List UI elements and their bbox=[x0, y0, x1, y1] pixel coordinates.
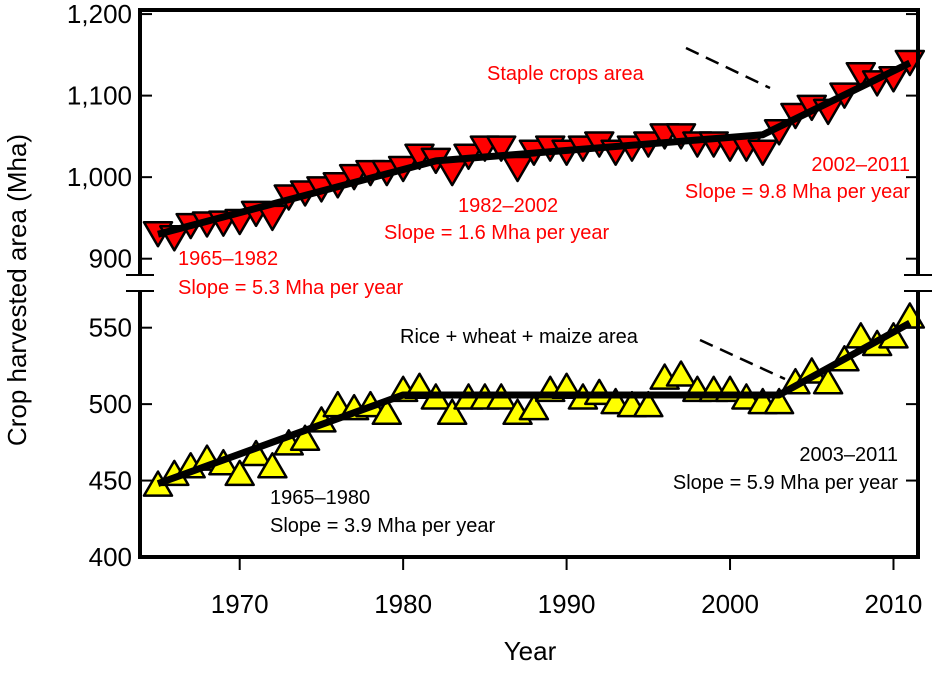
y-tick-label: 900 bbox=[89, 244, 132, 274]
y-tick-label: 1,200 bbox=[67, 0, 132, 29]
annotation-period: 1965–1980 bbox=[270, 487, 370, 509]
annotation-period: 1965–1982 bbox=[178, 248, 278, 270]
y-tick-label: 450 bbox=[89, 466, 132, 496]
x-tick-label: 1970 bbox=[211, 589, 269, 619]
data-point bbox=[812, 367, 844, 395]
x-tick-label: 2000 bbox=[701, 589, 759, 619]
annotation-slope: Slope = 5.9 Mha per year bbox=[673, 472, 898, 494]
x-tick-label: 2010 bbox=[865, 589, 923, 619]
data-point bbox=[485, 135, 517, 162]
series-label-staple: Staple crops area bbox=[487, 63, 645, 85]
y-tick-label: 550 bbox=[89, 313, 132, 343]
series-label-rice-wheat-maize: Rice + wheat + maize area bbox=[400, 326, 639, 348]
annotation-slope: Slope = 3.9 Mha per year bbox=[270, 515, 495, 537]
data-point bbox=[257, 452, 288, 479]
annotation-period: 2003–2011 bbox=[799, 444, 898, 466]
annotation-period: 2002–2011 bbox=[811, 154, 910, 176]
data-point bbox=[763, 387, 795, 415]
x-tick-label: 1980 bbox=[374, 589, 432, 619]
axis-break-gap bbox=[125, 275, 945, 291]
leader-line-staple bbox=[685, 46, 771, 90]
annotation-slope: Slope = 1.6 Mha per year bbox=[384, 222, 609, 244]
leader-line-rice-wheat-maize bbox=[699, 338, 786, 381]
annotation-slope: Slope = 5.3 Mha per year bbox=[178, 277, 403, 299]
y-tick-label: 400 bbox=[89, 542, 132, 572]
data-point bbox=[436, 159, 468, 187]
y-tick-label: 1,000 bbox=[67, 162, 132, 192]
data-point bbox=[436, 398, 468, 426]
y-tick-label: 500 bbox=[89, 389, 132, 419]
data-point bbox=[665, 360, 697, 387]
x-tick-label: 1990 bbox=[538, 589, 596, 619]
annotation-period: 1982–2002 bbox=[458, 195, 558, 217]
data-point bbox=[747, 139, 778, 166]
x-axis-label: Year bbox=[504, 636, 557, 666]
data-point bbox=[518, 393, 550, 421]
data-point bbox=[289, 424, 321, 452]
data-point bbox=[371, 398, 403, 426]
annotation-slope: Slope = 9.8 Mha per year bbox=[685, 181, 910, 203]
data-point bbox=[502, 155, 533, 183]
data-point bbox=[224, 459, 255, 487]
data-point bbox=[633, 390, 664, 418]
y-tick-label: 1,100 bbox=[67, 81, 132, 111]
fit-line bbox=[157, 59, 912, 238]
y-axis-label: Crop harvested area (Mha) bbox=[2, 134, 32, 446]
fit-line bbox=[156, 320, 912, 487]
